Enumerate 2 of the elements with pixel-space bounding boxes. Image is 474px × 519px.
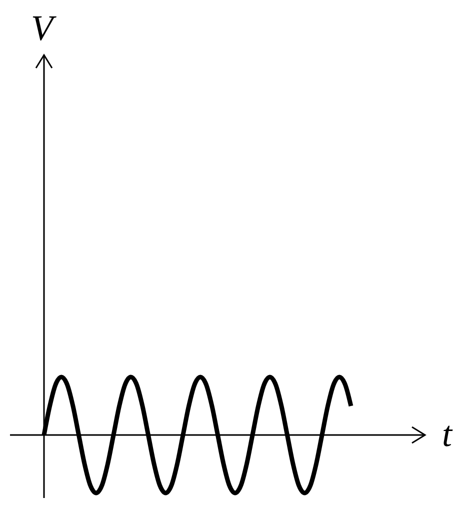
- x-axis-title: t: [442, 414, 453, 454]
- text: V: [31, 8, 57, 48]
